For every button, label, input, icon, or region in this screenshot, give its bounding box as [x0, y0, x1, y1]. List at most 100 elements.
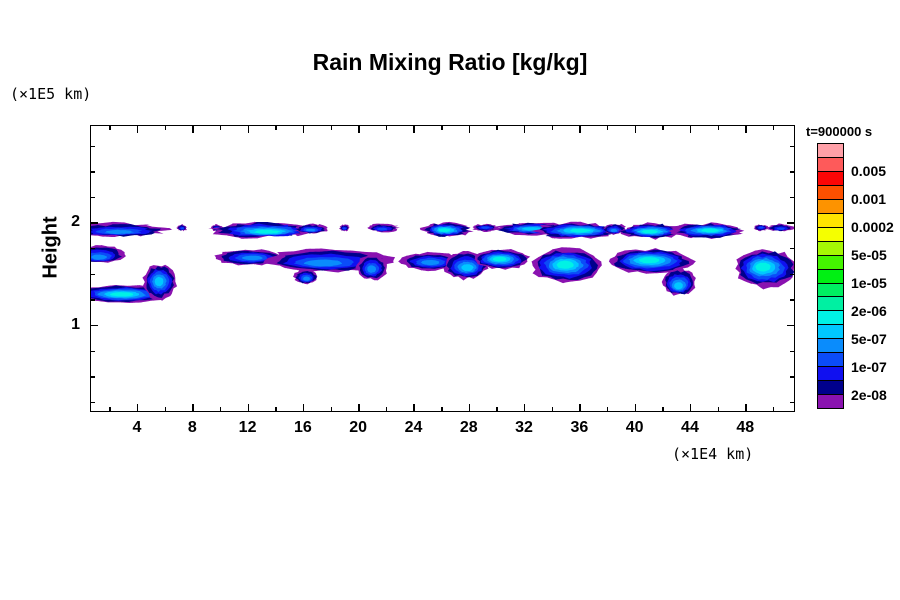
- x-major-tick: [358, 125, 360, 133]
- contour-cell: [176, 224, 187, 232]
- timestamp-annotation: t=900000 s: [806, 124, 873, 139]
- x-minor-tick: [441, 407, 443, 412]
- contour-band: [305, 228, 316, 232]
- y-minor-tick: [90, 273, 95, 276]
- y-tick-label: 2: [71, 213, 80, 231]
- x-minor-tick: [551, 125, 554, 130]
- y-axis-unit-caption: (×1E5 km): [10, 85, 92, 103]
- x-minor-tick: [109, 125, 111, 130]
- contour-cell: [531, 247, 602, 284]
- x-minor-tick: [441, 125, 443, 130]
- colorbar-labels: 0.005 0.001 0.0002 5e-05 1e-05 2e-06 5e-07 1e-0…: [851, 143, 900, 409]
- colorbar-swatch: [818, 297, 843, 312]
- y-minor-tick: [790, 350, 795, 352]
- x-tick-label: 20: [349, 419, 368, 436]
- x-minor-tick: [219, 125, 222, 130]
- contour-band: [367, 265, 377, 273]
- contour-cell: [472, 223, 499, 233]
- colorbar-swatch: [818, 269, 843, 284]
- contour-band: [109, 292, 134, 297]
- colorbar-swatch: [818, 185, 843, 200]
- contour-band: [776, 227, 786, 230]
- y-minor-tick: [90, 171, 95, 173]
- colorbar-swatch: [818, 283, 843, 298]
- colorbar: [817, 143, 844, 409]
- x-tick-label: 12: [238, 419, 257, 436]
- x-major-tick: [192, 125, 194, 133]
- x-major-tick: [468, 404, 471, 412]
- colorbar-swatch: [818, 227, 843, 242]
- contour-cell: [766, 223, 794, 232]
- x-major-tick: [413, 125, 415, 133]
- y-minor-tick: [90, 145, 95, 147]
- x-minor-tick: [607, 125, 609, 130]
- x-axis-unit-caption: (×1E4 km): [672, 445, 754, 463]
- x-major-tick: [745, 125, 747, 133]
- y-minor-tick: [790, 273, 795, 276]
- contour-cell: [753, 224, 770, 232]
- x-tick-label: 48: [736, 419, 755, 436]
- contour-cell: [735, 249, 794, 290]
- colorbar-swatch: [818, 199, 843, 214]
- colorbar-swatch: [818, 171, 843, 186]
- contour-cell: [142, 264, 178, 301]
- colorbar-swatch: [818, 325, 843, 340]
- contour-cell: [339, 224, 350, 232]
- contour-band: [461, 264, 474, 272]
- y-minor-tick: [90, 196, 95, 199]
- contour-band: [253, 229, 281, 234]
- x-minor-tick: [275, 407, 277, 412]
- x-minor-tick: [551, 407, 554, 412]
- x-tick-label: 40: [625, 419, 644, 436]
- y-minor-tick: [790, 401, 795, 404]
- x-tick-label: 4: [132, 419, 142, 436]
- contour-band: [674, 282, 683, 290]
- contour-band: [569, 228, 591, 233]
- contour-cell: [603, 223, 626, 235]
- colorbar-level-label: 1e-07: [851, 359, 887, 375]
- x-major-tick: [689, 404, 692, 412]
- colorbar-level-label: 5e-07: [851, 331, 887, 347]
- y-tick-label: 1: [71, 315, 80, 333]
- contour-band: [303, 259, 343, 267]
- contour-cell: [530, 221, 626, 239]
- colorbar-level-label: 2e-08: [851, 387, 887, 403]
- contour-cell: [367, 223, 400, 233]
- y-minor-tick: [90, 248, 95, 250]
- x-minor-tick: [164, 407, 167, 412]
- colorbar-level-label: 1e-05: [851, 275, 887, 291]
- contour-cell: [608, 248, 696, 274]
- x-major-tick: [137, 125, 139, 133]
- colorbar-level-label: 0.001: [851, 191, 887, 207]
- contour-cell: [292, 268, 318, 285]
- x-major-tick: [524, 404, 526, 412]
- x-tick-label: 24: [404, 419, 423, 436]
- x-minor-tick: [717, 125, 719, 130]
- y-minor-tick: [790, 145, 795, 147]
- x-tick-label: 44: [681, 419, 699, 436]
- y-major-tick: [90, 222, 98, 224]
- x-minor-tick: [772, 407, 775, 412]
- y-major-tick: [787, 324, 795, 327]
- contour-band: [755, 262, 771, 272]
- x-tick-label: 28: [459, 419, 478, 436]
- page-title: Rain Mixing Ratio [kg/kg]: [312, 49, 588, 75]
- colorbar-swatch: [818, 395, 843, 409]
- plot-area: [90, 125, 795, 412]
- contour-band: [420, 259, 440, 266]
- x-major-tick: [634, 125, 637, 133]
- x-major-tick: [579, 404, 581, 412]
- contour-cell: [355, 255, 387, 281]
- colorbar-level-label: 5e-05: [851, 247, 887, 263]
- x-major-tick: [358, 404, 360, 412]
- x-minor-tick: [772, 125, 775, 130]
- x-minor-tick: [662, 125, 664, 130]
- x-minor-tick: [164, 125, 167, 130]
- contour-field: [91, 221, 794, 303]
- contour-band: [610, 228, 618, 233]
- y-minor-tick: [90, 376, 95, 378]
- colorbar-level-label: 0.005: [851, 163, 887, 179]
- y-minor-tick: [790, 196, 795, 199]
- x-minor-tick: [662, 407, 664, 412]
